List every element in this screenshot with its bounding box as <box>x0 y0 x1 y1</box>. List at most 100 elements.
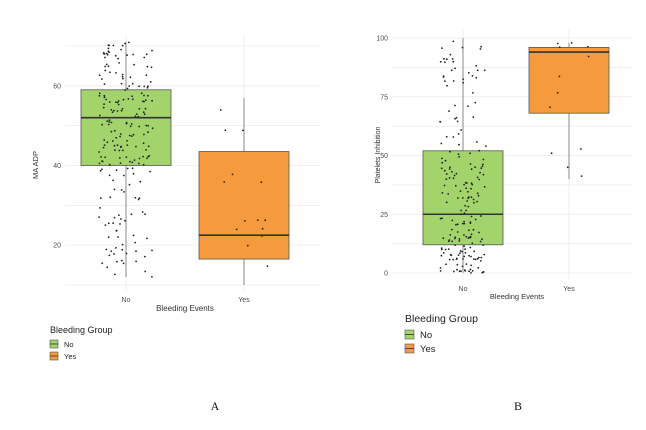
data-point <box>102 146 105 149</box>
data-point <box>483 185 486 188</box>
data-point <box>138 85 141 88</box>
data-point <box>98 151 100 153</box>
data-point <box>442 252 445 254</box>
data-point <box>103 83 106 85</box>
data-point <box>122 77 124 80</box>
legend-title: Bleeding Group <box>50 325 113 335</box>
data-point <box>133 159 136 162</box>
data-point <box>458 240 461 242</box>
data-point <box>483 69 486 72</box>
data-point <box>110 108 113 111</box>
data-point <box>456 263 459 266</box>
x-axis-label: Bleeding Events <box>156 304 214 313</box>
data-point <box>587 55 590 58</box>
data-point <box>467 105 469 107</box>
data-point <box>105 52 108 55</box>
data-point <box>478 178 481 181</box>
data-point <box>151 127 154 130</box>
data-point <box>101 262 104 265</box>
data-point <box>108 254 111 257</box>
data-point <box>121 44 124 47</box>
data-point <box>118 149 121 152</box>
data-point <box>464 204 467 207</box>
data-point <box>149 81 152 83</box>
y-tick-label: 75 <box>380 94 388 101</box>
data-point <box>144 255 146 258</box>
data-point <box>242 129 244 132</box>
data-point <box>100 156 102 158</box>
data-point <box>452 60 455 63</box>
data-point <box>442 75 445 78</box>
data-point <box>450 69 453 72</box>
data-point <box>453 174 456 177</box>
data-point <box>137 115 140 118</box>
data-point <box>126 167 129 170</box>
data-point <box>140 92 143 95</box>
data-point <box>447 240 450 243</box>
data-point <box>144 107 147 110</box>
data-point <box>445 201 448 204</box>
data-point <box>463 245 465 248</box>
data-point <box>101 168 103 171</box>
data-point <box>469 152 471 155</box>
data-point <box>580 148 582 150</box>
data-point <box>121 75 124 78</box>
y-tick-label: 50 <box>380 153 388 160</box>
data-point <box>145 53 148 56</box>
data-point <box>107 65 110 68</box>
data-point <box>549 106 551 109</box>
data-point <box>129 125 132 128</box>
data-point <box>456 231 459 233</box>
data-point <box>122 262 125 265</box>
data-point <box>123 174 125 177</box>
y-tick-label: 20 <box>53 243 61 250</box>
data-point <box>458 270 461 273</box>
data-point <box>145 74 148 76</box>
data-point <box>471 270 474 272</box>
data-point <box>470 255 472 258</box>
data-point <box>586 45 589 48</box>
data-point <box>480 215 482 217</box>
data-point <box>116 260 118 263</box>
x-tick-label: No <box>122 297 131 304</box>
data-point <box>449 53 452 56</box>
data-point <box>476 192 479 195</box>
data-point <box>108 51 110 54</box>
data-point <box>106 266 109 269</box>
data-point <box>440 248 443 251</box>
data-point <box>472 92 474 94</box>
data-point <box>461 250 463 253</box>
data-point <box>264 219 267 222</box>
data-point <box>467 205 470 208</box>
data-point <box>108 101 111 103</box>
data-point <box>455 172 458 175</box>
data-point <box>103 103 105 105</box>
data-point <box>454 244 456 247</box>
data-point <box>106 120 109 122</box>
data-point <box>147 85 149 88</box>
box-no <box>80 89 172 166</box>
data-point <box>451 170 453 173</box>
data-point <box>120 218 122 220</box>
data-point <box>116 110 119 112</box>
data-point <box>471 75 474 77</box>
data-point <box>113 109 115 112</box>
data-point <box>448 177 451 179</box>
data-point <box>219 109 222 111</box>
data-point <box>480 256 483 259</box>
data-point <box>480 167 483 170</box>
data-point <box>115 230 118 232</box>
data-point <box>112 222 115 225</box>
data-point <box>103 144 106 147</box>
data-point <box>113 144 116 147</box>
y-axis-label: MA ADP <box>31 151 40 179</box>
data-point <box>440 254 443 257</box>
data-point <box>128 85 131 87</box>
data-point <box>110 121 113 124</box>
data-point <box>102 106 105 109</box>
data-point <box>98 74 101 77</box>
data-point <box>451 240 454 243</box>
data-point <box>118 62 120 64</box>
data-point <box>485 145 487 148</box>
